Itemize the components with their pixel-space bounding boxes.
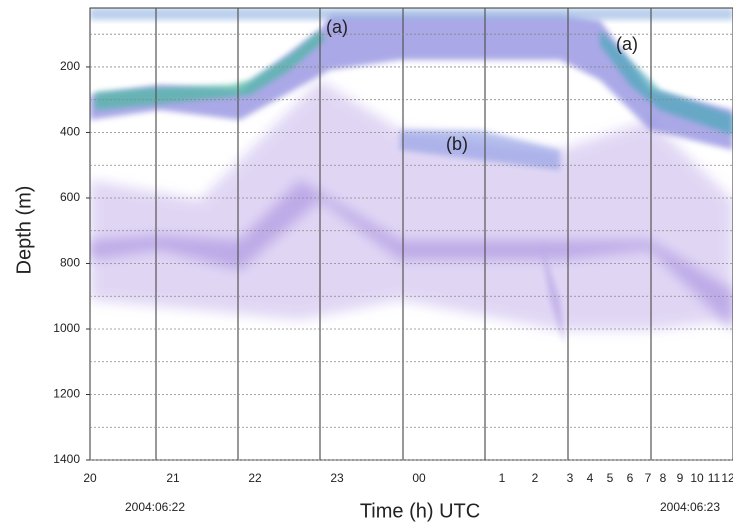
echogram-image bbox=[90, 8, 733, 345]
y-tick-label: 1000 bbox=[53, 321, 80, 335]
y-tick-label: 600 bbox=[60, 190, 80, 204]
y-tick-label: 800 bbox=[60, 256, 80, 270]
x-tick-label: 00 bbox=[412, 471, 426, 485]
x-tick-label: 9 bbox=[677, 471, 684, 485]
annotation: (b) bbox=[446, 134, 468, 154]
x-tick-label: 23 bbox=[330, 471, 344, 485]
x-tick-label: 21 bbox=[166, 471, 180, 485]
y-tick-label: 1400 bbox=[53, 452, 80, 466]
y-tick-label: 200 bbox=[60, 59, 80, 73]
annotation: (a) bbox=[616, 34, 638, 54]
x-tick-label: 8 bbox=[660, 471, 667, 485]
annotation: (a) bbox=[326, 17, 348, 37]
x-tick-label: 5 bbox=[607, 471, 614, 485]
x-tick-label: 2 bbox=[532, 471, 539, 485]
x-tick-label: 1 bbox=[499, 471, 506, 485]
date-label: 2004:06:23 bbox=[660, 500, 720, 514]
hour-separators bbox=[155, 8, 652, 460]
x-axis-label: Time (h) UTC bbox=[360, 500, 480, 522]
x-tick-label: 7 bbox=[645, 471, 652, 485]
x-tick-label: 6 bbox=[627, 471, 634, 485]
date-label: 2004:06:22 bbox=[125, 500, 185, 514]
x-tick-label: 12 bbox=[721, 471, 733, 485]
x-tick-label: 4 bbox=[587, 471, 594, 485]
y-axis-label: Depth (m) bbox=[13, 186, 35, 275]
y-tick-label: 1200 bbox=[53, 387, 80, 401]
x-tick-label: 3 bbox=[567, 471, 574, 485]
y-tick-label: 400 bbox=[60, 125, 80, 139]
x-tick-label: 10 bbox=[690, 471, 704, 485]
x-tick-label: 20 bbox=[83, 471, 97, 485]
x-tick-label: 11 bbox=[708, 471, 721, 485]
x-tick-label: 22 bbox=[248, 471, 262, 485]
